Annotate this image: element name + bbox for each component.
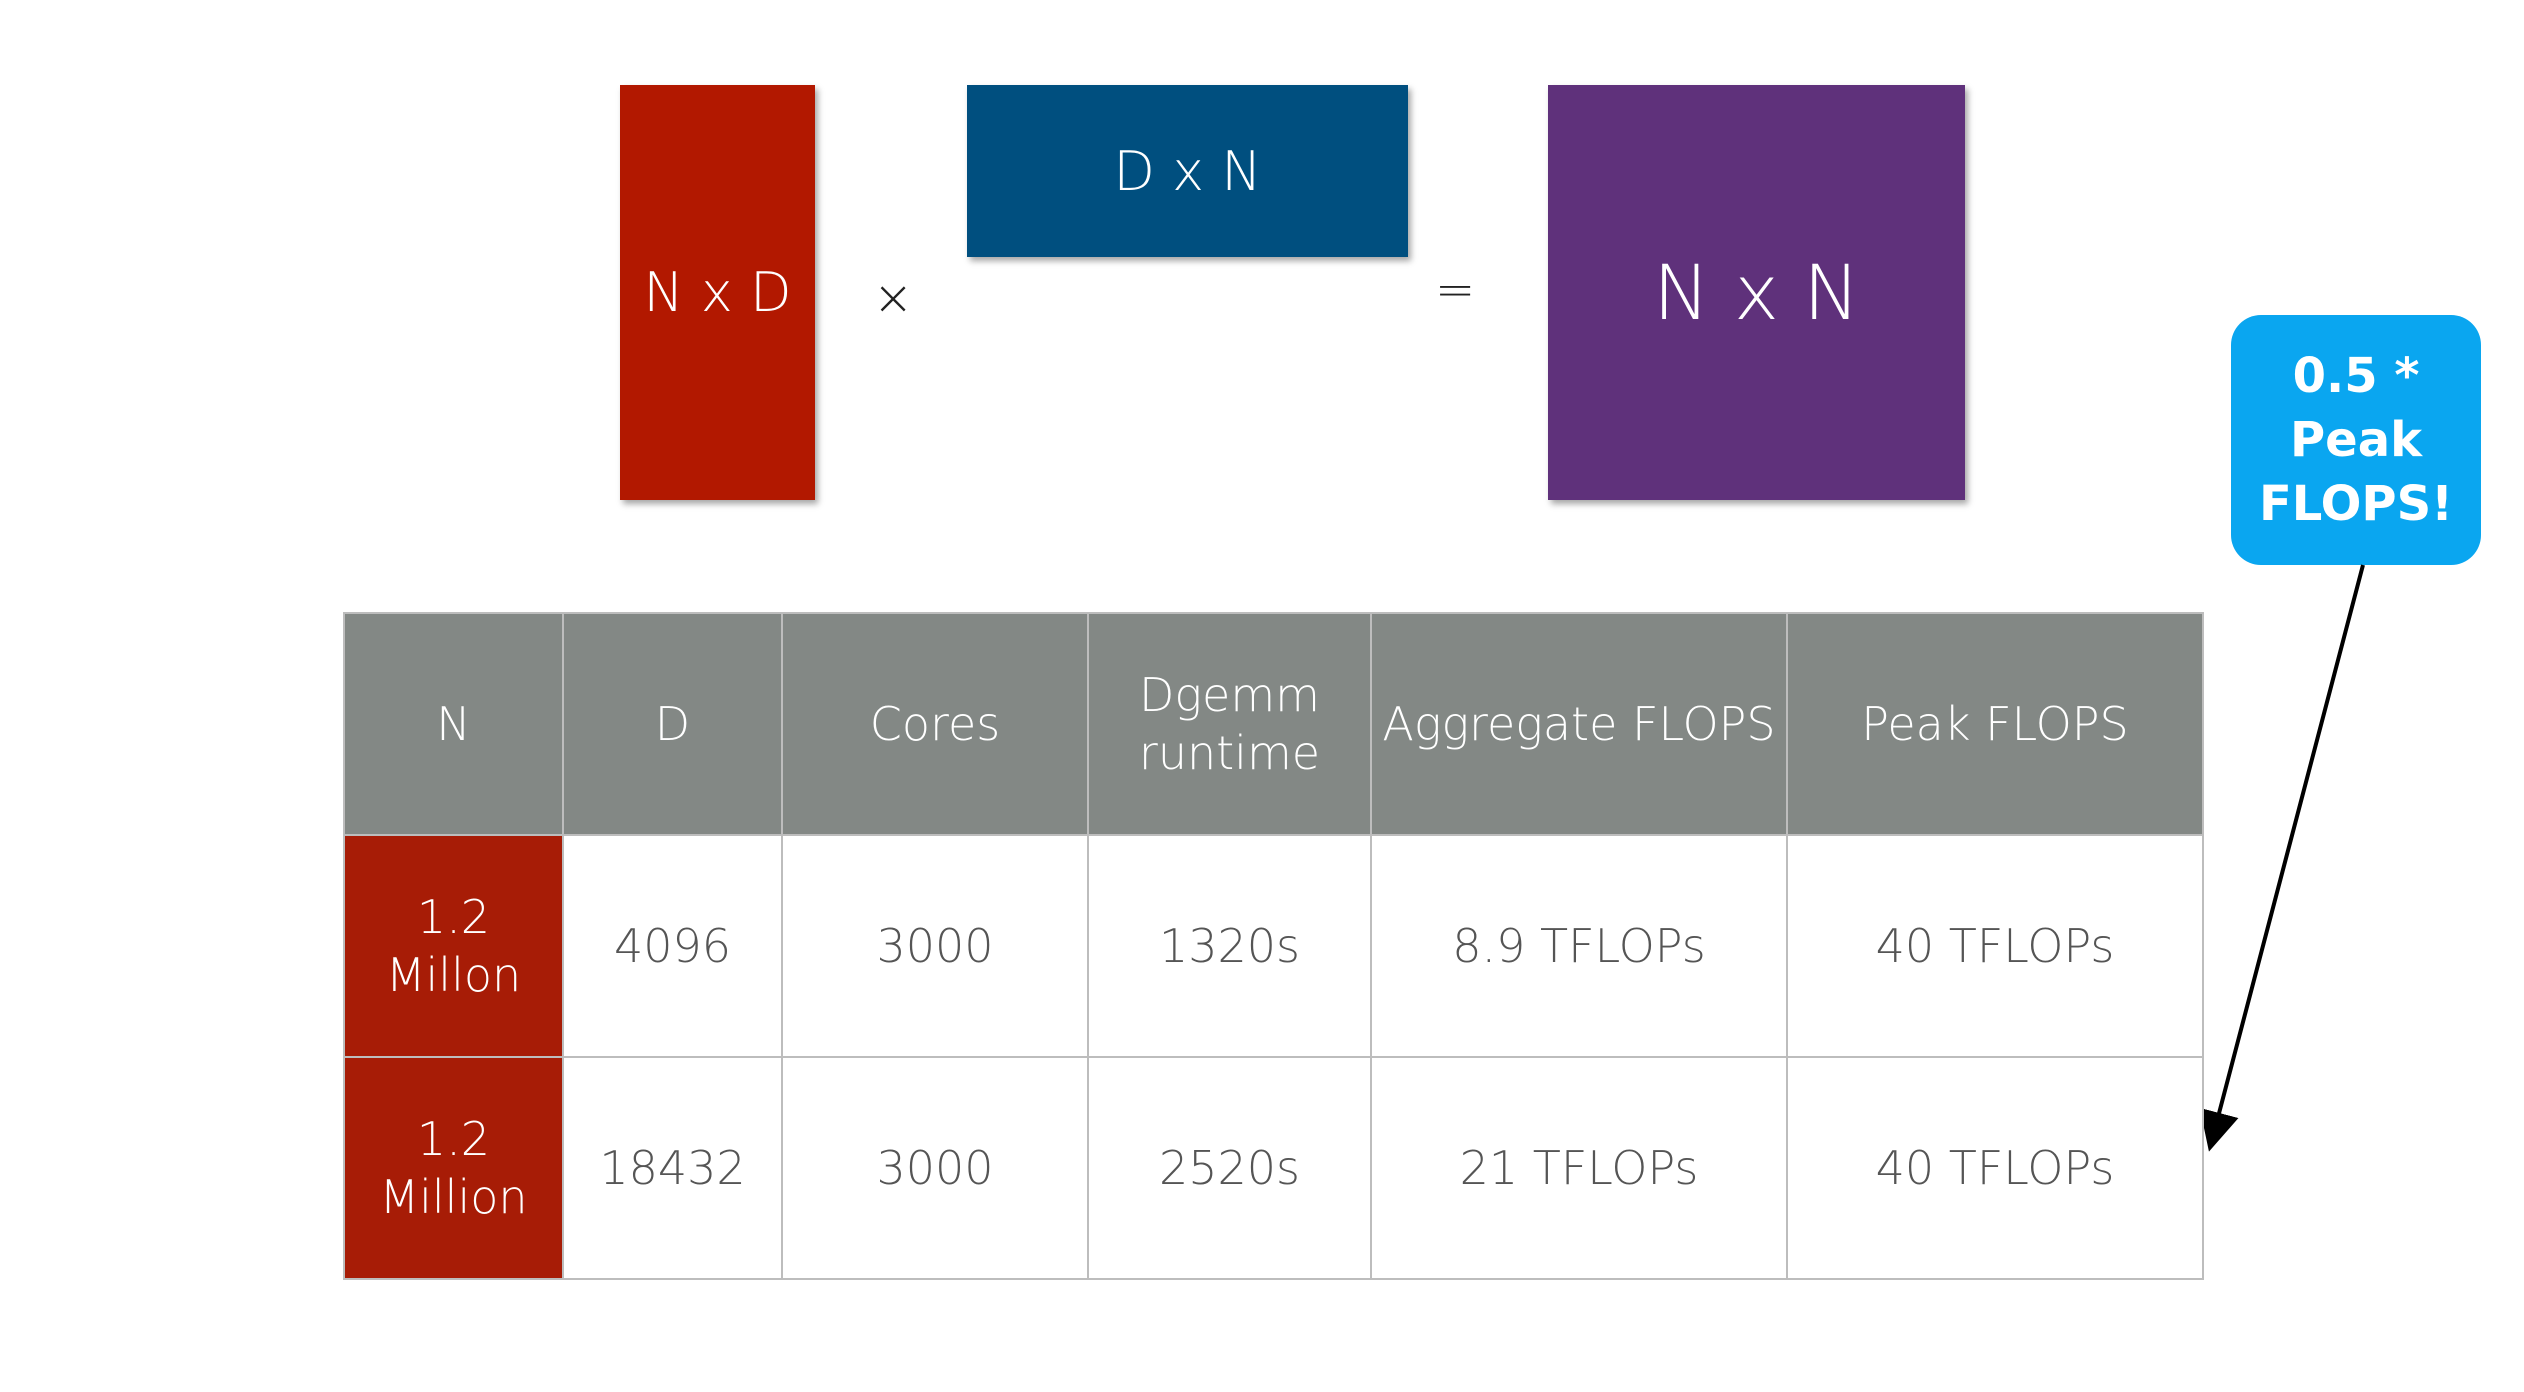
table-header-row: N D Cores Dgemm runtime Aggregate FLOPS … xyxy=(343,612,2204,836)
header-d: D xyxy=(562,612,783,836)
right-matrix-box: D x N xyxy=(967,85,1408,257)
cell-aggregate-flops: 21 TFLOPs xyxy=(1370,1056,1788,1280)
cell-peak-flops: 40 TFLOPs xyxy=(1786,834,2204,1058)
equals-sign: = xyxy=(1435,262,1476,318)
performance-table: N D Cores Dgemm runtime Aggregate FLOPS … xyxy=(343,612,2204,1280)
callout-arrow-line xyxy=(2199,564,2365,1152)
result-matrix-box: N x N xyxy=(1548,85,1965,500)
cell-d: 4096 xyxy=(562,834,783,1058)
result-matrix-label: N x N xyxy=(1653,248,1860,337)
right-matrix-label: D x N xyxy=(1113,139,1262,203)
left-matrix-label: N x D xyxy=(643,261,792,324)
table-row: 1.2 Millon 4096 3000 1320s 8.9 TFLOPs 40… xyxy=(343,834,2204,1058)
times-sign: × xyxy=(873,270,914,326)
cell-dgemm-runtime: 1320s xyxy=(1087,834,1372,1058)
callout-line-1: 0.5 * Peak xyxy=(2289,348,2423,468)
cell-cores: 3000 xyxy=(781,834,1089,1058)
cell-n: 1.2 Millon xyxy=(343,834,564,1058)
header-cores: Cores xyxy=(781,612,1089,836)
cell-dgemm-runtime: 2520s xyxy=(1087,1056,1372,1280)
peak-flops-callout: 0.5 * Peak FLOPS! xyxy=(2231,315,2481,565)
cell-aggregate-flops: 8.9 TFLOPs xyxy=(1370,834,1788,1058)
table-row: 1.2 Million 18432 3000 2520s 21 TFLOPs 4… xyxy=(343,1056,2204,1280)
left-matrix-box: N x D xyxy=(620,85,815,500)
header-n: N xyxy=(343,612,564,836)
header-peak-flops: Peak FLOPS xyxy=(1786,612,2204,836)
cell-d: 18432 xyxy=(562,1056,783,1280)
cell-n: 1.2 Million xyxy=(343,1056,564,1280)
cell-peak-flops: 40 TFLOPs xyxy=(1786,1056,2204,1280)
cell-cores: 3000 xyxy=(781,1056,1089,1280)
header-aggregate-flops: Aggregate FLOPS xyxy=(1370,612,1788,836)
callout-line-2: FLOPS! xyxy=(2258,476,2454,532)
header-dgemm-runtime: Dgemm runtime xyxy=(1087,612,1372,836)
